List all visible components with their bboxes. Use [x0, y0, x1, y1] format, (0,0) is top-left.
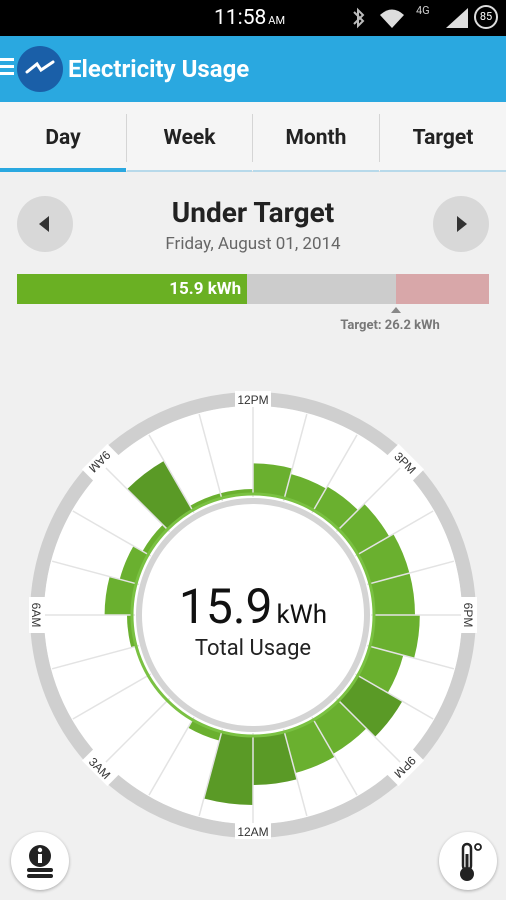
- dial-tick-label: 12PM: [235, 391, 271, 407]
- dial-tick-label: 6PM: [461, 597, 477, 633]
- status-bar: 11:58AM 4G 85: [0, 0, 506, 36]
- target-status-title: Under Target: [90, 196, 416, 229]
- app-logo-icon[interactable]: [17, 46, 63, 92]
- status-time: 11:58AM: [214, 6, 285, 30]
- usage-fill: 15.9 kWh: [17, 274, 247, 304]
- tab-bar: Day Week Month Target: [0, 102, 506, 172]
- menu-icon[interactable]: [0, 58, 14, 76]
- next-day-button[interactable]: [433, 196, 489, 252]
- network-type-label: 4G: [416, 4, 430, 17]
- tab-week[interactable]: Week: [127, 102, 252, 172]
- dial-tick-label: 12AM: [235, 823, 271, 839]
- total-usage-value: 15.9 kWh: [150, 578, 356, 635]
- temperature-button[interactable]: [439, 832, 497, 890]
- date-label: Friday, August 01, 2014: [90, 234, 416, 254]
- info-icon: [11, 832, 69, 890]
- tab-month[interactable]: Month: [253, 102, 379, 172]
- over-target-zone: [396, 274, 489, 304]
- info-button[interactable]: [11, 832, 69, 890]
- total-usage-unit: kWh: [276, 600, 327, 630]
- app-bar: Electricity Usage: [0, 36, 506, 102]
- thermometer-icon: [439, 832, 497, 890]
- tab-target[interactable]: Target: [380, 102, 506, 172]
- bluetooth-icon: [352, 6, 366, 30]
- svg-text:6PM: 6PM: [461, 603, 475, 628]
- total-usage-number: 15.9: [179, 578, 273, 635]
- svg-text:12AM: 12AM: [237, 825, 268, 839]
- signal-icon: [444, 6, 470, 30]
- usage-progress-bar: 15.9 kWh: [17, 274, 489, 304]
- svg-text:6AM: 6AM: [29, 603, 43, 628]
- tab-day[interactable]: Day: [0, 102, 126, 172]
- previous-day-button[interactable]: [17, 196, 73, 252]
- total-usage-label: Total Usage: [150, 636, 356, 661]
- target-label: Target: 26.2 kWh: [340, 318, 439, 333]
- wifi-icon: [378, 6, 406, 30]
- target-marker-icon: [391, 307, 401, 313]
- svg-text:12PM: 12PM: [237, 393, 268, 407]
- battery-icon: 85: [474, 5, 498, 29]
- dial-tick-label: 6AM: [29, 597, 45, 633]
- app-title: Electricity Usage: [68, 55, 249, 83]
